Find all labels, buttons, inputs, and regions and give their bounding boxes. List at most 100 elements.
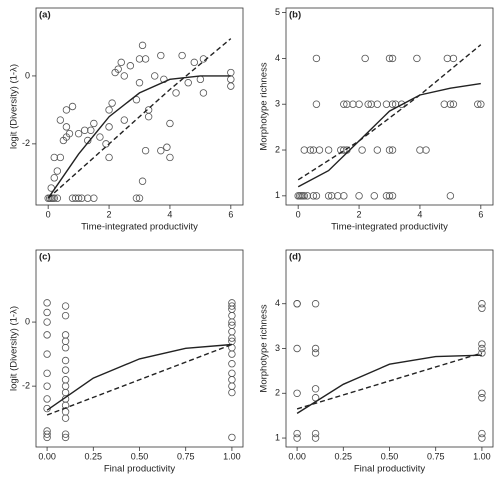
- data-point: [61, 382, 70, 390]
- data-point: [190, 58, 198, 67]
- data-point: [474, 100, 482, 108]
- x-tick-label: 0: [46, 209, 51, 219]
- panel-label: (c): [39, 252, 51, 263]
- x-tick-label: 0.00: [38, 451, 56, 461]
- x-tick-label: 6: [228, 209, 233, 219]
- data-point: [50, 174, 58, 182]
- y-tick-label: 4: [275, 298, 280, 308]
- y-tick-label: 1: [275, 432, 280, 442]
- data-point: [228, 369, 236, 378]
- data-point: [446, 100, 455, 108]
- data-point: [151, 72, 159, 80]
- x-tick-label: 0.50: [131, 451, 149, 461]
- data-point: [478, 340, 486, 348]
- y-tick-label: 1: [275, 190, 280, 200]
- x-tick-label: 4: [167, 209, 172, 219]
- fit-line: [47, 38, 232, 199]
- fit-line: [46, 343, 233, 416]
- data-point: [61, 343, 70, 352]
- data-point: [126, 62, 135, 70]
- data-point: [311, 385, 320, 393]
- data-point: [367, 100, 375, 108]
- panel-label: (a): [39, 10, 51, 21]
- x-axis-title: Time-integrated productivity: [331, 222, 448, 233]
- data-point: [385, 54, 394, 63]
- data-point: [61, 366, 70, 374]
- fit-line: [296, 352, 483, 410]
- data-point: [138, 41, 147, 50]
- data-point: [306, 146, 315, 154]
- data-point: [61, 302, 70, 310]
- data-point: [361, 54, 369, 63]
- x-axis-title: Time-integrated productivity: [81, 222, 198, 233]
- data-point: [478, 429, 486, 438]
- data-point: [364, 100, 372, 108]
- data-point: [340, 146, 348, 154]
- data-point: [43, 299, 51, 307]
- data-point: [135, 79, 144, 87]
- data-point: [61, 356, 70, 365]
- data-point: [50, 153, 58, 162]
- plot-frame: [285, 7, 494, 206]
- data-point: [388, 54, 397, 63]
- data-point: [228, 302, 236, 310]
- data-point: [449, 54, 458, 63]
- data-point: [312, 54, 321, 63]
- y-tick-label: 2: [275, 144, 280, 154]
- data-point: [293, 344, 301, 353]
- data-point: [228, 318, 236, 326]
- data-point: [397, 100, 406, 108]
- data-point: [43, 382, 51, 390]
- data-point: [303, 192, 312, 200]
- x-tick-label: 0.75: [177, 451, 195, 461]
- y-tick-label: 4: [275, 53, 280, 63]
- data-point: [114, 65, 122, 73]
- data-point: [478, 300, 486, 308]
- data-point: [343, 100, 351, 108]
- data-point: [413, 54, 421, 63]
- data-point: [120, 72, 128, 80]
- panel-label: (b): [289, 10, 301, 21]
- data-point: [61, 414, 70, 422]
- data-point: [478, 344, 486, 353]
- data-point: [228, 376, 236, 384]
- data-point: [77, 194, 86, 202]
- data-point: [135, 55, 144, 63]
- data-point: [43, 318, 51, 326]
- data-point: [50, 194, 58, 202]
- data-point: [388, 192, 397, 200]
- data-point: [228, 337, 236, 345]
- y-axis-title: logit (Diversity) (1-λ): [9, 64, 20, 149]
- data-point: [108, 99, 116, 107]
- data-point: [132, 194, 141, 202]
- data-point: [144, 112, 153, 121]
- data-point: [478, 304, 486, 312]
- data-point: [43, 430, 51, 438]
- data-point: [334, 192, 342, 200]
- data-point: [228, 350, 236, 358]
- y-tick-label: 5: [275, 7, 280, 17]
- x-tick-label: 0.00: [288, 451, 306, 461]
- data-point: [61, 311, 70, 320]
- data-point: [61, 430, 70, 438]
- panel-label: (d): [289, 252, 301, 263]
- data-point: [68, 102, 77, 111]
- data-point: [166, 153, 174, 162]
- data-point: [385, 192, 394, 200]
- plot-frame: [35, 7, 244, 206]
- plot-frame: [285, 249, 494, 448]
- data-point: [61, 337, 70, 345]
- y-tick-label: 3: [275, 343, 280, 353]
- y-tick-label: -2: [22, 138, 30, 148]
- data-point: [163, 143, 171, 151]
- data-point: [358, 146, 366, 154]
- data-point: [74, 194, 83, 202]
- data-point: [199, 89, 208, 97]
- x-tick-label: 6: [478, 209, 483, 219]
- data-point: [309, 192, 318, 200]
- y-tick-label: 3: [275, 99, 280, 109]
- x-tick-label: 1.00: [223, 451, 241, 461]
- data-point: [324, 146, 333, 154]
- data-point: [43, 369, 51, 378]
